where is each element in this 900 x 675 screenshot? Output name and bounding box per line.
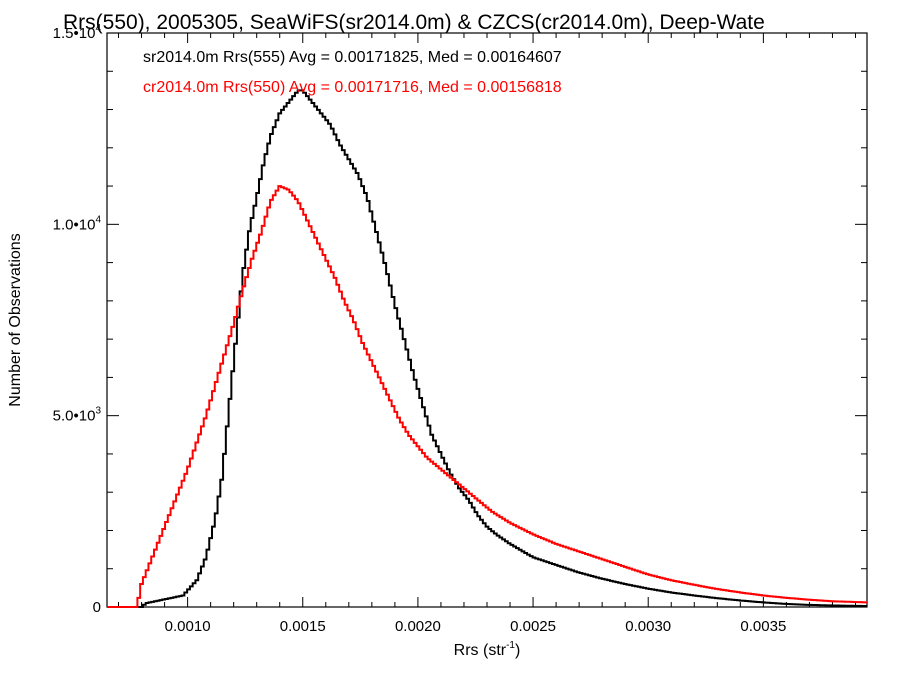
x-tick-label: 0.0030 bbox=[625, 618, 671, 635]
y-tick-label-exponent: 4 bbox=[95, 23, 101, 34]
x-tick-label: 0.0035 bbox=[740, 618, 786, 635]
y-axis-label: Number of Observations bbox=[7, 233, 24, 406]
legend: sr2014.0m Rrs(555) Avg = 0.00171825, Med… bbox=[143, 49, 562, 96]
x-tick-label: 0.0020 bbox=[395, 618, 441, 635]
x-tick-label: 0.0015 bbox=[280, 618, 326, 635]
y-tick-label-base: 0 bbox=[93, 599, 101, 616]
y-tick-label: 1.5•104 bbox=[53, 23, 102, 42]
y-tick-label-base: 1.0•10 bbox=[53, 216, 96, 233]
chart-title: Rrs(550), 2005305, SeaWiFS(sr2014.0m) & … bbox=[63, 11, 765, 34]
y-tick-label-exponent: 3 bbox=[95, 406, 101, 417]
y-tick-label-base: 1.5•10 bbox=[53, 25, 96, 42]
y-tick-label-exponent: 4 bbox=[95, 214, 101, 225]
legend-entry-cr2014: cr2014.0m Rrs(550) Avg = 0.00171716, Med… bbox=[143, 79, 562, 96]
series-line-cr2014 bbox=[107, 185, 867, 608]
x-tick-label: 0.0010 bbox=[165, 618, 211, 635]
series-line-sr2014 bbox=[107, 89, 867, 608]
x-axis-label-close: ) bbox=[515, 642, 520, 659]
y-tick-label: 1.0•104 bbox=[53, 214, 102, 233]
x-tick-label: 0.0025 bbox=[510, 618, 556, 635]
x-axis-label-superscript: -1 bbox=[506, 640, 515, 651]
plot-frame bbox=[106, 32, 868, 608]
y-tick-label: 5.0•103 bbox=[53, 406, 102, 425]
x-axis-label-main: Rrs (str bbox=[454, 642, 507, 659]
x-axis-ticks: 0.0010 0.0015 0.0020 0.0025 0.0030 0.0035 bbox=[118, 33, 856, 635]
x-axis-label: Rrs (str-1) bbox=[454, 640, 521, 659]
legend-entry-sr2014: sr2014.0m Rrs(555) Avg = 0.00171825, Med… bbox=[143, 49, 562, 66]
y-tick-label: 0 bbox=[93, 599, 101, 616]
plot-area bbox=[106, 32, 868, 608]
y-tick-label-base: 5.0•10 bbox=[53, 408, 96, 425]
series-group bbox=[107, 89, 867, 608]
